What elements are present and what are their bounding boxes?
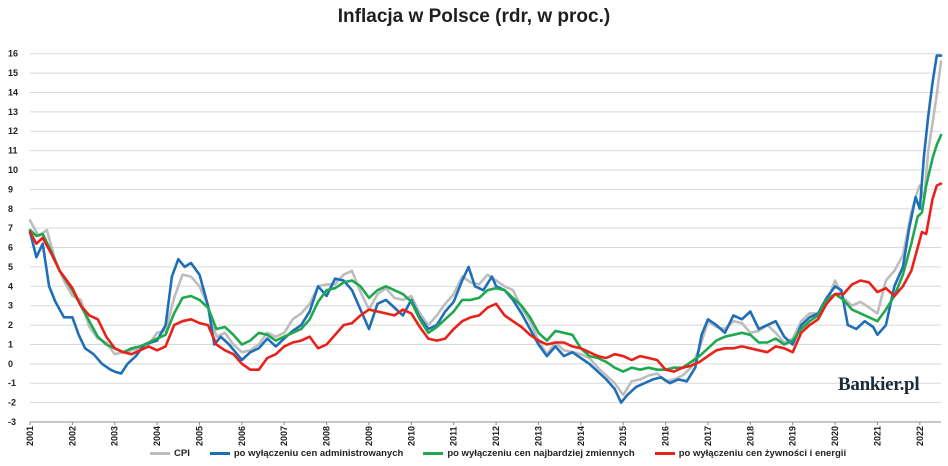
y-tick-label: 10 bbox=[8, 165, 18, 175]
series-line-2 bbox=[28, 54, 943, 404]
x-tick-label: 2011 bbox=[449, 426, 459, 446]
legend-item: po wyłączeniu cen żywności i energii bbox=[654, 448, 847, 459]
x-tick-label: 2012 bbox=[491, 426, 501, 446]
x-tick-label: 2014 bbox=[576, 426, 586, 446]
y-tick-label: 7 bbox=[8, 223, 13, 233]
x-tick-label: 2007 bbox=[279, 426, 289, 446]
y-tick-label: 6 bbox=[8, 243, 13, 253]
legend-swatch bbox=[423, 452, 444, 455]
grid bbox=[29, 53, 941, 425]
x-tick-label: 2003 bbox=[110, 426, 120, 446]
y-tick-label: 12 bbox=[8, 126, 18, 136]
x-tick-label: 2010 bbox=[406, 426, 416, 446]
y-tick-label: 16 bbox=[8, 49, 18, 59]
x-tick-label: 2021 bbox=[872, 426, 882, 446]
series-lines bbox=[28, 54, 943, 404]
y-tick-label: 5 bbox=[8, 262, 13, 272]
bankier-logo: Bankier.pl bbox=[838, 374, 920, 395]
legend-item: CPI bbox=[150, 448, 190, 459]
series-line-1 bbox=[28, 60, 943, 397]
y-tick-label: 0 bbox=[8, 359, 13, 369]
y-tick-label: 8 bbox=[8, 204, 13, 214]
legend-swatch bbox=[654, 452, 675, 455]
legend-label: po wyłączeniu cen żywności i energii bbox=[678, 448, 847, 459]
y-tick-label: 9 bbox=[8, 184, 13, 194]
x-tick-label: 2008 bbox=[322, 426, 332, 446]
legend-label: po wyłączeniu cen najbardziej zmiennych bbox=[447, 448, 635, 459]
legend-item: po wyłączeniu cen najbardziej zmiennych bbox=[423, 448, 635, 459]
y-tick-label: -2 bbox=[8, 398, 16, 408]
y-tick-label: 15 bbox=[8, 68, 18, 78]
legend-swatch bbox=[209, 452, 230, 455]
series-line-4 bbox=[28, 182, 943, 373]
chart-title: Inflacja w Polsce (rdr, w proc.) bbox=[337, 6, 611, 27]
y-tick-label: 14 bbox=[8, 87, 18, 97]
series-line-3 bbox=[28, 133, 943, 373]
x-tick-label: 2005 bbox=[194, 426, 204, 446]
y-tick-label: -1 bbox=[8, 378, 16, 388]
x-tick-label: 2020 bbox=[830, 426, 840, 446]
y-tick-label: 13 bbox=[8, 107, 18, 117]
x-tick-label: 2002 bbox=[67, 426, 77, 446]
x-tick-label: 2018 bbox=[745, 426, 755, 446]
x-tick-label: 2013 bbox=[533, 426, 543, 446]
y-tick-label: 4 bbox=[8, 281, 13, 291]
x-tick-label: 2019 bbox=[788, 426, 798, 446]
y-tick-label: 3 bbox=[8, 301, 13, 311]
x-tick-label: 2006 bbox=[237, 426, 247, 446]
x-tick-label: 2004 bbox=[152, 426, 162, 446]
x-tick-label: 2001 bbox=[25, 426, 35, 446]
legend-label: po wyłączeniu cen administrowanych bbox=[233, 448, 404, 459]
y-tick-label: 11 bbox=[8, 146, 18, 156]
y-tick-label: 1 bbox=[8, 339, 13, 349]
x-axis-ticks: 2001 2002 2003 2004 2005 2006 2007 2008 2009 2010… bbox=[25, 426, 925, 446]
x-tick-label: 2016 bbox=[661, 426, 671, 446]
x-tick-label: 2022 bbox=[915, 426, 925, 446]
legend-label: CPI bbox=[174, 448, 190, 459]
legend-swatch bbox=[150, 452, 170, 455]
x-tick-label: 2017 bbox=[703, 426, 713, 446]
legend: CPI po wyłączeniu cen administrowanych po … bbox=[150, 448, 846, 459]
y-tick-label: -3 bbox=[8, 417, 16, 427]
legend-item: po wyłączeniu cen administrowanych bbox=[209, 448, 404, 459]
x-tick-label: 2015 bbox=[618, 426, 628, 446]
y-tick-label: 2 bbox=[8, 320, 13, 330]
x-tick-label: 2009 bbox=[364, 426, 374, 446]
